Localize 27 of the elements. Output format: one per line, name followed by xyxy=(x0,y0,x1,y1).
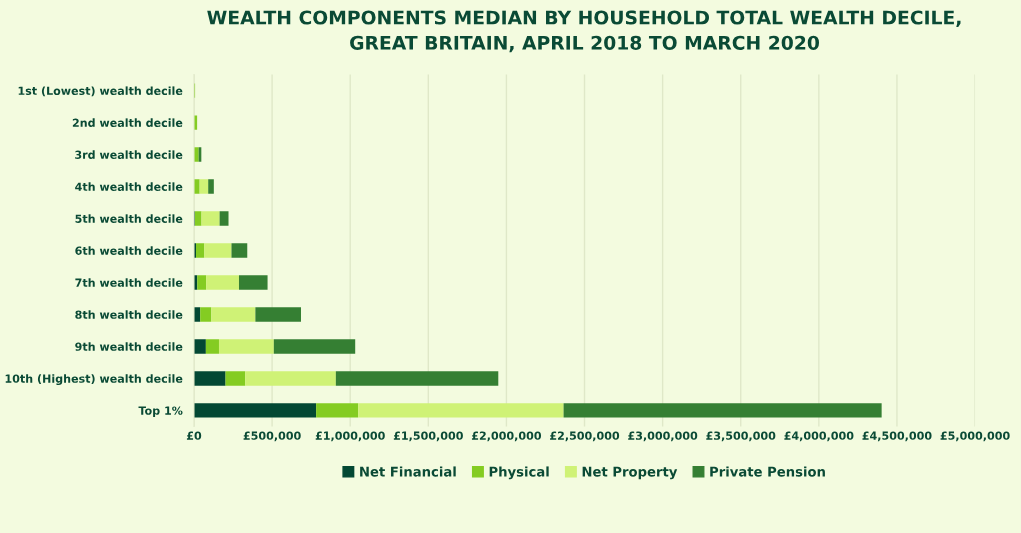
x-tick-label: £1,500,000 xyxy=(393,431,463,442)
y-tick-label: 3rd wealth decile xyxy=(75,150,183,159)
legend-label: Private Pension xyxy=(710,466,825,477)
x-tick-label: £0 xyxy=(186,431,202,440)
legend-label: Net Property xyxy=(582,466,678,480)
y-tick-label: 8th wealth decile xyxy=(75,310,183,319)
y-tick-label: 10th (Highest) wealth decile xyxy=(5,374,183,386)
y-tick-label: 2nd wealth decile xyxy=(72,118,183,127)
x-tick-label: £1,000,000 xyxy=(315,431,385,442)
x-tick-label: £3,000,000 xyxy=(628,431,698,442)
y-tick-label: 7th wealth decile xyxy=(75,278,183,287)
y-tick-label: 9th wealth decile xyxy=(75,342,183,351)
legend-label: Net Financial xyxy=(360,466,456,477)
y-tick-label: 5th wealth decile xyxy=(75,214,183,223)
x-tick-label: £5,000,000 xyxy=(940,431,1010,442)
y-tick-label: 6th wealth decile xyxy=(75,246,183,255)
y-tick-label: Top 1% xyxy=(138,406,183,417)
x-tick-label: £4,500,000 xyxy=(862,431,932,442)
x-tick-label: £2,000,000 xyxy=(471,431,542,442)
y-tick-label: 1st (Lowest) wealth decile xyxy=(18,86,183,97)
chart-title: WEALTH COMPONENTS MEDIAN BY HOUSEHOLD TOTAL WEALTH DECILE, GREAT BRITAIN, APRIL 2018 TO MARCH 2020 xyxy=(207,10,961,53)
x-tick-label: £500,000 xyxy=(243,431,301,442)
x-tick-label: £2,500,000 xyxy=(550,431,620,442)
legend-label: Physical xyxy=(489,466,549,480)
x-tick-label: £4,000,000 xyxy=(784,431,854,442)
y-tick-label: 4th wealth decile xyxy=(75,182,183,191)
x-tick-label: £3,500,000 xyxy=(706,431,776,442)
